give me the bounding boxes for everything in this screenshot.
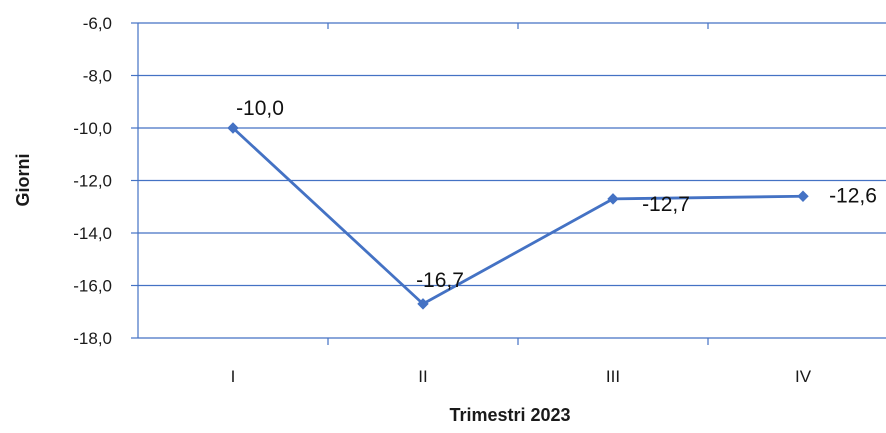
data-label: -16,7 [416, 269, 464, 292]
data-point-marker [417, 298, 429, 310]
y-tick-label: -10,0 [73, 119, 112, 138]
x-tick-label: I [231, 367, 236, 386]
x-axis-title: Trimestri 2023 [449, 405, 570, 425]
data-label: -12,7 [642, 193, 690, 216]
series-markers [227, 122, 809, 310]
data-label: -10,0 [236, 97, 284, 120]
x-tick-label: IV [795, 367, 812, 386]
data-labels: -10,0 -16,7 -12,7 -12,6 [236, 97, 877, 292]
data-point-marker [797, 190, 809, 202]
x-tick-labels: I II III IV [231, 367, 812, 386]
y-tick-label: -12,0 [73, 172, 112, 191]
y-tick-label: -18,0 [73, 329, 112, 348]
series-line-path [232, 126, 804, 306]
y-tick-label: -16,0 [73, 277, 112, 296]
data-point-marker [227, 122, 239, 134]
y-tick-labels: -6,0 -8,0 -10,0 -12,0 -14,0 -16,0 -18,0 [73, 14, 112, 348]
y-axis-title: Giorni [13, 154, 33, 207]
series-line [232, 126, 804, 306]
gridlines [131, 22, 886, 345]
data-label: -12,6 [829, 184, 877, 207]
y-tick-label: -14,0 [73, 224, 112, 243]
y-tick-label: -8,0 [83, 67, 112, 86]
x-tick-label: II [418, 367, 427, 386]
y-tick-label: -6,0 [83, 14, 112, 33]
x-tick-label: III [606, 367, 620, 386]
data-point-marker [607, 193, 619, 205]
